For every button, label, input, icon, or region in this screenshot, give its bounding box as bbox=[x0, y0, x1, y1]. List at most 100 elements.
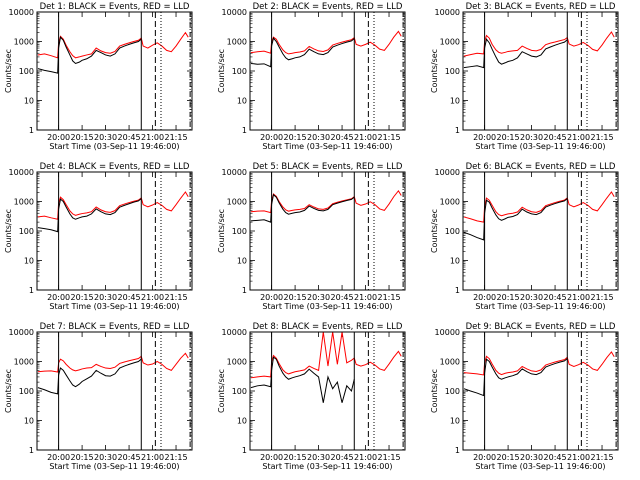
x-tick-label: 20:30 bbox=[307, 293, 330, 302]
detector-panel-1: Det 1: BLACK = Events, RED = LLD 1 10 100 10… bbox=[0, 0, 210, 160]
lld-series-line bbox=[250, 30, 402, 55]
lld-series-line bbox=[463, 31, 615, 57]
lld-series-line bbox=[463, 351, 615, 376]
y-tick-label: 10000 bbox=[222, 328, 247, 337]
plot-frame bbox=[36, 171, 193, 291]
x-tick-label: 20:15 bbox=[497, 453, 520, 462]
events-series-line bbox=[463, 358, 568, 397]
x-tick-label: 20:15 bbox=[284, 293, 307, 302]
chart-title: Det 7: BLACK = Events, RED = LLD bbox=[40, 322, 190, 332]
y-tick-label: 100 bbox=[445, 227, 460, 236]
y-axis-label: Counts/sec bbox=[4, 49, 13, 93]
detector-panel-8: Det 8: BLACK = Events, RED = LLD 1 10 100 10… bbox=[213, 320, 423, 480]
x-tick-label: 21:00 bbox=[141, 293, 164, 302]
y-tick-label: 10 bbox=[237, 97, 247, 106]
plot-frame bbox=[462, 331, 619, 451]
x-tick-label: 21:00 bbox=[567, 293, 590, 302]
chart-svg: Det 7: BLACK = Events, RED = LLD 1 10 100 10… bbox=[4, 322, 193, 471]
x-tick-label: 21:00 bbox=[141, 133, 164, 142]
x-tick-label: 20:30 bbox=[94, 293, 117, 302]
y-tick-label: 10 bbox=[24, 257, 34, 266]
detector-panel-3: Det 3: BLACK = Events, RED = LLD 1 10 100 10… bbox=[426, 0, 636, 160]
y-tick-label: 1 bbox=[455, 126, 460, 135]
x-tick-label: 21:15 bbox=[164, 453, 187, 462]
y-tick-label: 1000 bbox=[227, 38, 247, 47]
detector-panel-7: Det 7: BLACK = Events, RED = LLD 1 10 100 10… bbox=[0, 320, 210, 480]
y-axis-label: Counts/sec bbox=[4, 209, 13, 253]
y-tick-label: 1 bbox=[455, 446, 460, 455]
y-tick-label: 1000 bbox=[227, 198, 247, 207]
chart-svg: Det 9: BLACK = Events, RED = LLD 1 10 100 10… bbox=[430, 322, 619, 471]
plot-frame bbox=[462, 11, 619, 131]
x-tick-label: 20:15 bbox=[284, 133, 307, 142]
x-tick-label: 20:15 bbox=[497, 133, 520, 142]
y-tick-label: 10000 bbox=[222, 8, 247, 17]
y-tick-label: 100 bbox=[232, 387, 247, 396]
chart-svg: Det 8: BLACK = Events, RED = LLD 1 10 100 10… bbox=[217, 322, 406, 471]
y-tick-label: 1000 bbox=[227, 358, 247, 367]
x-tick-label: 21:15 bbox=[164, 293, 187, 302]
x-tick-label: 21:15 bbox=[377, 133, 400, 142]
y-tick-label: 10 bbox=[237, 417, 247, 426]
y-tick-label: 10 bbox=[24, 97, 34, 106]
x-tick-label: 20:00 bbox=[260, 293, 283, 302]
x-tick-label: 20:30 bbox=[307, 133, 330, 142]
x-tick-label: 20:45 bbox=[118, 133, 141, 142]
chart-title: Det 6: BLACK = Events, RED = LLD bbox=[466, 162, 616, 172]
x-tick-label: 20:30 bbox=[520, 453, 543, 462]
x-axis-label: Start Time (03-Sep-11 19:46:00) bbox=[262, 142, 392, 151]
x-tick-label: 21:00 bbox=[354, 133, 377, 142]
y-tick-label: 1000 bbox=[440, 38, 460, 47]
x-tick-label: 20:45 bbox=[118, 453, 141, 462]
x-axis-label: Start Time (03-Sep-11 19:46:00) bbox=[262, 302, 392, 311]
chart-svg: Det 5: BLACK = Events, RED = LLD 1 10 100 10… bbox=[217, 162, 406, 311]
chart-title: Det 2: BLACK = Events, RED = LLD bbox=[253, 2, 403, 12]
y-tick-label: 10000 bbox=[9, 328, 34, 337]
x-tick-label: 20:00 bbox=[473, 293, 496, 302]
chart-title: Det 4: BLACK = Events, RED = LLD bbox=[40, 162, 190, 172]
events-series-line bbox=[37, 36, 142, 74]
x-axis-label: Start Time (03-Sep-11 19:46:00) bbox=[49, 302, 179, 311]
x-tick-label: 21:15 bbox=[590, 293, 613, 302]
plot-frame bbox=[249, 171, 406, 291]
chart-svg: Det 2: BLACK = Events, RED = LLD 1 10 100 10… bbox=[217, 2, 406, 151]
y-axis-label: Counts/sec bbox=[4, 369, 13, 413]
events-series-line bbox=[37, 358, 142, 395]
detector-panel-9: Det 9: BLACK = Events, RED = LLD 1 10 100 10… bbox=[426, 320, 636, 480]
x-tick-label: 20:15 bbox=[71, 453, 94, 462]
x-tick-label: 20:45 bbox=[544, 293, 567, 302]
y-tick-label: 10 bbox=[237, 257, 247, 266]
x-axis-label: Start Time (03-Sep-11 19:46:00) bbox=[475, 462, 605, 471]
y-axis-label: Counts/sec bbox=[217, 209, 226, 253]
plot-frame bbox=[249, 331, 406, 451]
lld-series-line bbox=[250, 189, 402, 214]
x-tick-label: 20:00 bbox=[47, 133, 70, 142]
events-series-line bbox=[250, 356, 355, 403]
y-tick-label: 100 bbox=[232, 227, 247, 236]
plot-frame bbox=[249, 11, 406, 131]
x-tick-label: 20:00 bbox=[260, 133, 283, 142]
y-tick-label: 1000 bbox=[14, 38, 34, 47]
y-tick-label: 1 bbox=[455, 286, 460, 295]
y-axis-label: Counts/sec bbox=[217, 49, 226, 93]
x-tick-label: 20:15 bbox=[71, 133, 94, 142]
y-tick-label: 10 bbox=[450, 97, 460, 106]
y-tick-label: 10000 bbox=[435, 328, 460, 337]
chart-svg: Det 4: BLACK = Events, RED = LLD 1 10 100 10… bbox=[4, 162, 193, 311]
chart-svg: Det 3: BLACK = Events, RED = LLD 1 10 100 10… bbox=[430, 2, 619, 151]
y-tick-label: 10000 bbox=[222, 168, 247, 177]
y-tick-label: 10000 bbox=[9, 8, 34, 17]
y-axis-label: Counts/sec bbox=[430, 209, 439, 253]
y-tick-label: 100 bbox=[19, 67, 34, 76]
y-tick-label: 1 bbox=[29, 286, 34, 295]
detector-panel-2: Det 2: BLACK = Events, RED = LLD 1 10 100 10… bbox=[213, 0, 423, 160]
y-tick-label: 100 bbox=[19, 387, 34, 396]
x-tick-label: 20:30 bbox=[307, 453, 330, 462]
plot-frame bbox=[36, 331, 193, 451]
y-tick-label: 1000 bbox=[14, 198, 34, 207]
chart-title: Det 3: BLACK = Events, RED = LLD bbox=[466, 2, 616, 12]
chart-title: Det 1: BLACK = Events, RED = LLD bbox=[40, 2, 190, 12]
y-axis-label: Counts/sec bbox=[430, 49, 439, 93]
x-tick-label: 20:45 bbox=[331, 293, 354, 302]
